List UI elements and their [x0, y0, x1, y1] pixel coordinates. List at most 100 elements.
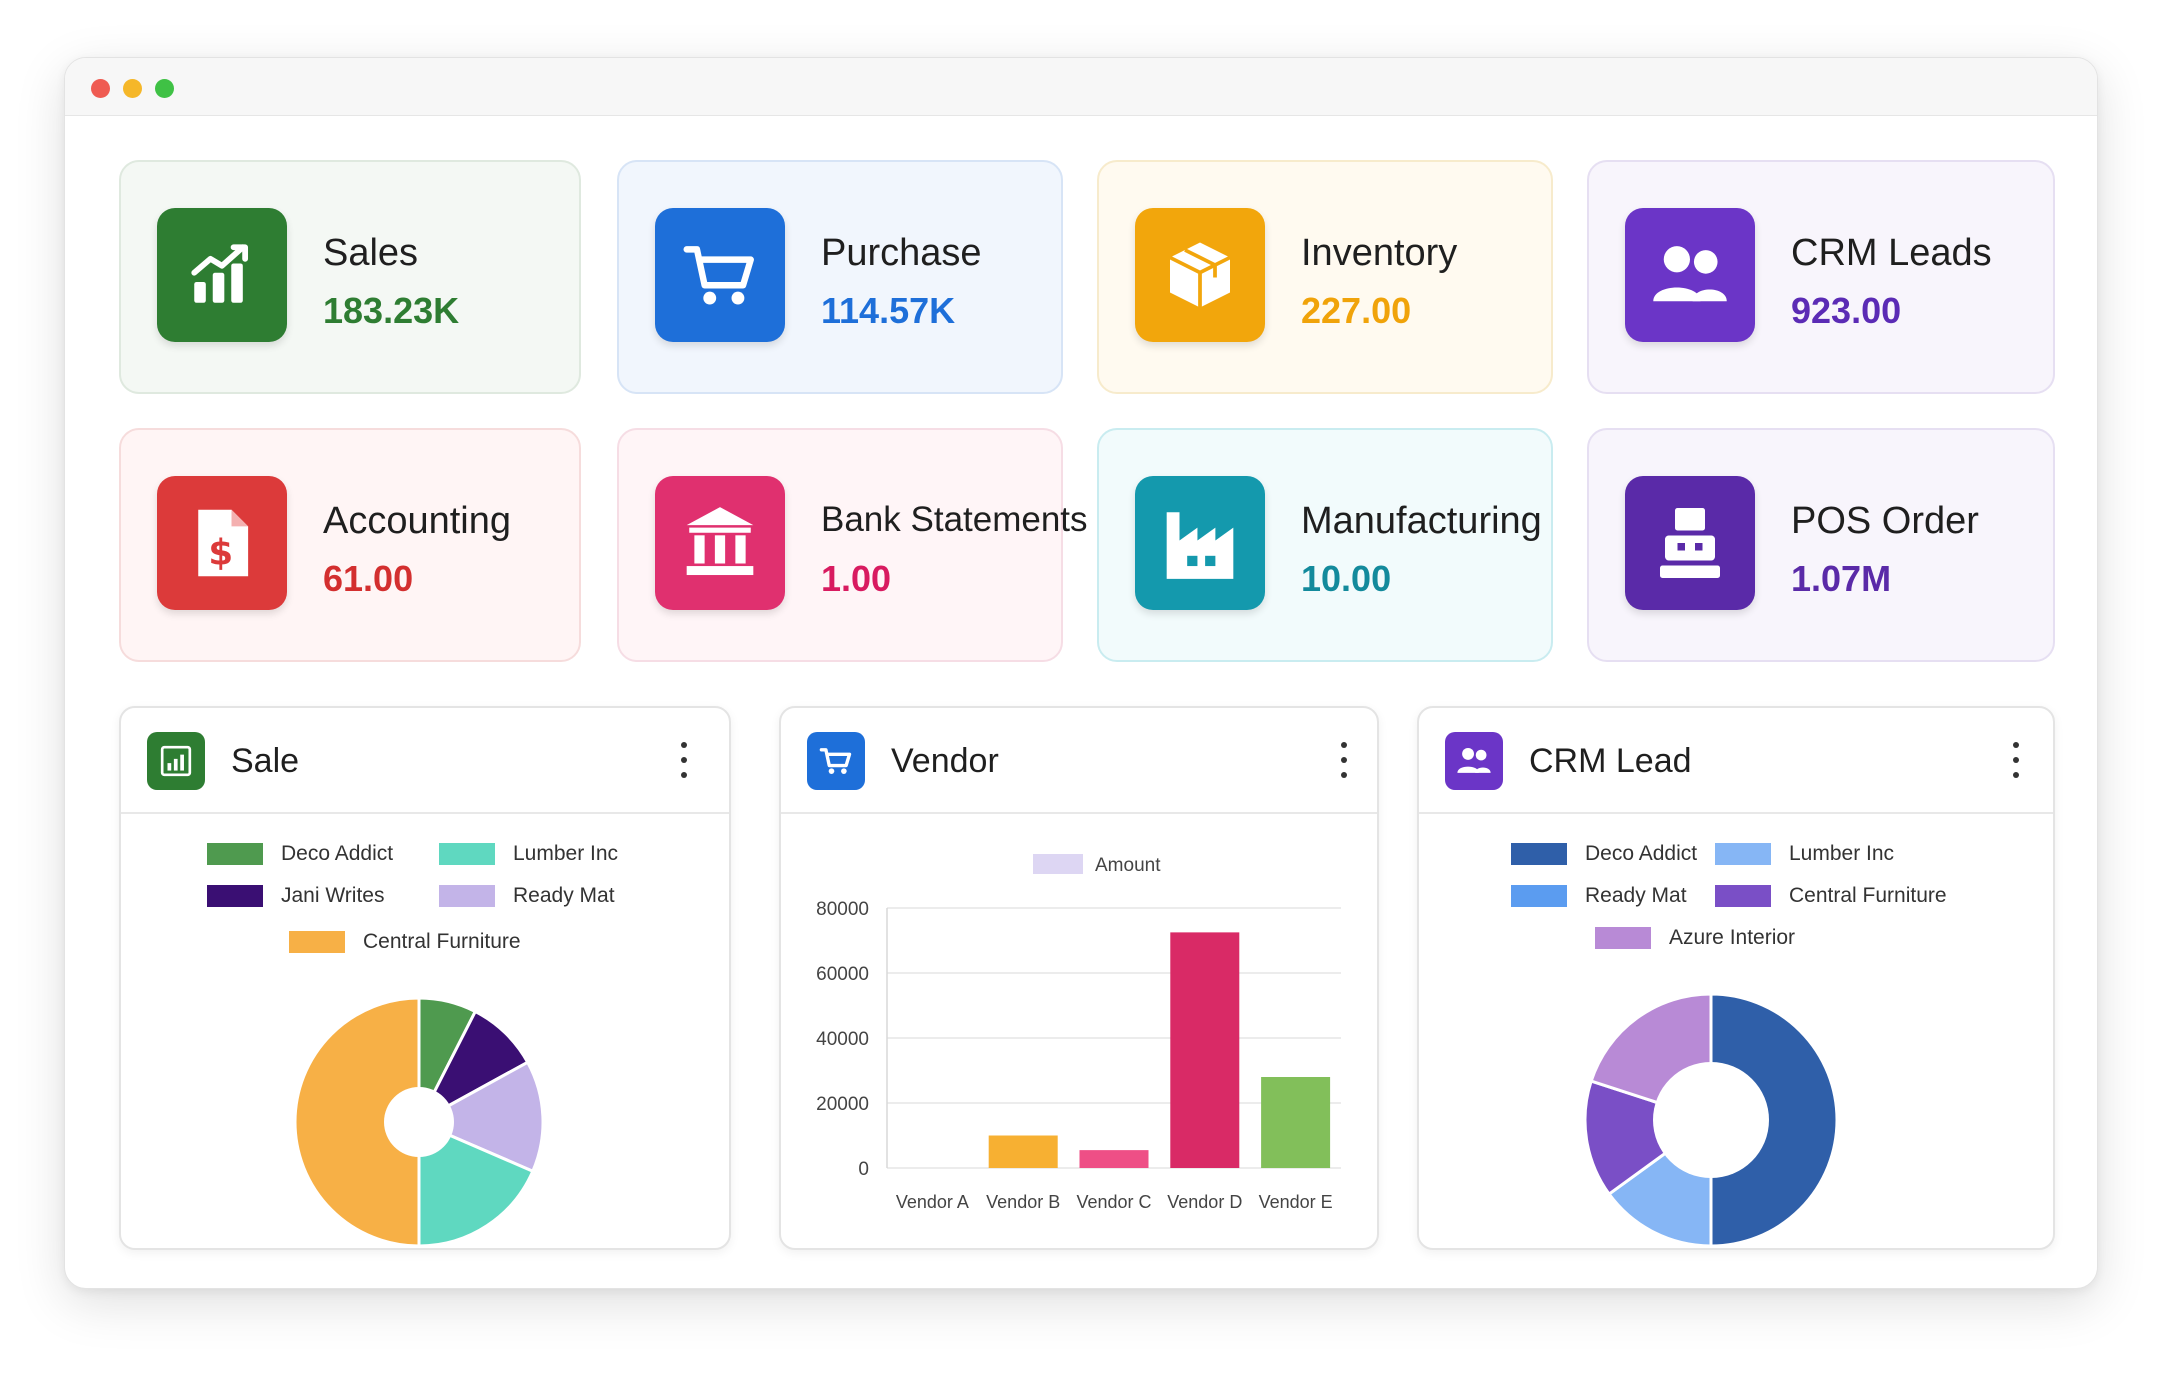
- legend-label: Deco Addict: [1585, 842, 1698, 865]
- legend-swatch: [1511, 885, 1567, 907]
- y-tick-label: 0: [858, 1159, 869, 1180]
- legend-item-jani-writes[interactable]: Jani Writes: [207, 884, 384, 908]
- legend-swatch: [439, 843, 495, 865]
- more-options-button[interactable]: [1329, 738, 1359, 782]
- legend-item-lumber-inc[interactable]: Lumber Inc: [1715, 842, 1894, 866]
- legend-label: Jani Writes: [281, 884, 385, 907]
- legend-swatch: [1715, 843, 1771, 865]
- legend-label: Deco Addict: [281, 842, 394, 865]
- y-tick-label: 40000: [816, 1029, 869, 1050]
- y-tick-label: 60000: [816, 964, 869, 985]
- pie-slice-lumber-inc[interactable]: [417, 1119, 535, 1248]
- panel-header: Sale: [121, 708, 729, 814]
- bar-vendor-c[interactable]: [1079, 1150, 1149, 1168]
- legend-swatch: [1595, 927, 1651, 949]
- sale-pie-chart: [293, 996, 545, 1248]
- x-tick-label: Vendor A: [896, 1192, 969, 1212]
- panel-title: CRM Lead: [1529, 742, 1692, 780]
- panel-header: CRM Lead: [1419, 708, 2053, 814]
- card-inventory[interactable]: Inventory 227.00: [1097, 160, 1553, 394]
- card-value: 183.23K: [323, 290, 460, 331]
- bar-chart-icon: [147, 732, 205, 790]
- legend-item-central-furniture[interactable]: Central Furniture: [1715, 884, 1947, 908]
- svg-text:$: $: [208, 532, 233, 573]
- card-label: Bank Statements: [821, 500, 1088, 539]
- card-purchase[interactable]: Purchase 114.57K: [617, 160, 1063, 394]
- x-tick-label: Vendor B: [986, 1192, 1060, 1212]
- legend-swatch: [207, 885, 263, 907]
- vendor-bar-chart: Amount 80000 60000 40000 20000 0 Vendor A Vendo…: [816, 854, 1341, 1212]
- donut-hole: [384, 1087, 454, 1157]
- close-window-button[interactable]: [91, 79, 110, 98]
- bar-vendor-b[interactable]: [988, 1135, 1058, 1169]
- card-label: POS Order: [1791, 500, 1979, 542]
- card-value: 10.00: [1301, 558, 1392, 599]
- panel-title: Sale: [231, 742, 300, 780]
- x-tick-label: Vendor E: [1259, 1192, 1333, 1212]
- legend-label: Lumber Inc: [1789, 842, 1895, 865]
- legend-item-central-furniture[interactable]: Central Furniture: [289, 930, 521, 954]
- panel-header: Vendor: [781, 708, 1377, 814]
- legend-item-amount[interactable]: Amount: [1033, 854, 1161, 876]
- legend-item-azure-interior[interactable]: Azure Interior: [1595, 926, 1795, 950]
- legend-item-ready-mat[interactable]: Ready Mat: [439, 884, 615, 908]
- card-manufacturing[interactable]: Manufacturing 10.00: [1097, 428, 1553, 662]
- y-tick-label: 80000: [816, 899, 869, 920]
- app-window: Sales 183.23K Purchase 114.57K Inventory…: [64, 57, 2098, 1289]
- card-value: 923.00: [1791, 290, 1902, 331]
- card-value: 61.00: [323, 558, 414, 599]
- cart-icon: [807, 732, 865, 790]
- card-accounting[interactable]: $ Accounting 61.00: [119, 428, 581, 662]
- users-icon: [1625, 208, 1755, 342]
- x-tick-label: Vendor C: [1076, 1192, 1151, 1212]
- card-sales[interactable]: Sales 183.23K: [119, 160, 581, 394]
- vendor-panel: Vendor Amount 80000 60000 40000 20000 0 Vendor…: [779, 706, 1379, 1250]
- legend-swatch: [289, 931, 345, 953]
- users-icon: [1445, 732, 1503, 790]
- pie-slice-deco-addict[interactable]: [1709, 992, 1839, 1248]
- legend-label: Amount: [1095, 855, 1161, 876]
- card-label: CRM Leads: [1791, 232, 1992, 274]
- panel-title: Vendor: [891, 742, 999, 780]
- more-options-button[interactable]: [2001, 738, 2031, 782]
- bar-vendor-d[interactable]: [1170, 932, 1240, 1168]
- card-value: 1.07M: [1791, 558, 1892, 599]
- card-label: Manufacturing: [1301, 500, 1542, 542]
- legend-label: Central Furniture: [1789, 884, 1947, 907]
- factory-icon: [1135, 476, 1265, 610]
- maximize-window-button[interactable]: [155, 79, 174, 98]
- donut-hole: [1653, 1062, 1769, 1178]
- box-icon: [1135, 208, 1265, 342]
- legend-item-deco-addict[interactable]: Deco Addict: [207, 842, 393, 866]
- card-crm-leads[interactable]: CRM Leads 923.00: [1587, 160, 2055, 394]
- y-tick-label: 20000: [816, 1094, 869, 1115]
- bar-vendor-e[interactable]: [1261, 1077, 1331, 1168]
- legend-item-deco-addict[interactable]: Deco Addict: [1511, 842, 1697, 866]
- legend-swatch: [1033, 854, 1083, 874]
- card-value: 227.00: [1301, 290, 1412, 331]
- sale-panel: Sale Deco Addict Jani Writes Ready Mat Lumb…: [119, 706, 731, 1250]
- pie-slice-central-furniture[interactable]: [293, 996, 421, 1248]
- card-pos-order[interactable]: POS Order 1.07M: [1587, 428, 2055, 662]
- minimize-window-button[interactable]: [123, 79, 142, 98]
- window-titlebar: [65, 58, 2097, 116]
- bank-icon: [655, 476, 785, 610]
- pie-slice-ready-mat[interactable]: [415, 1060, 545, 1174]
- cart-icon: [655, 208, 785, 342]
- legend-swatch: [1715, 885, 1771, 907]
- card-label: Accounting: [323, 500, 512, 542]
- card-value: 1.00: [821, 558, 892, 599]
- more-options-button[interactable]: [669, 738, 699, 782]
- legend-label: Ready Mat: [513, 884, 615, 907]
- legend-item-ready-mat[interactable]: Ready Mat: [1511, 884, 1687, 908]
- bar-chart-icon: [157, 208, 287, 342]
- legend-swatch: [439, 885, 495, 907]
- legend-label: Azure Interior: [1669, 926, 1796, 949]
- legend-label: Central Furniture: [363, 930, 521, 953]
- card-value: 114.57K: [821, 290, 956, 331]
- legend-label: Ready Mat: [1585, 884, 1687, 907]
- pie-slice-central-furniture[interactable]: [1583, 1079, 1715, 1197]
- card-bank-statements[interactable]: Bank Statements 1.00: [617, 428, 1088, 662]
- legend-swatch: [207, 843, 263, 865]
- legend-item-lumber-inc[interactable]: Lumber Inc: [439, 842, 618, 866]
